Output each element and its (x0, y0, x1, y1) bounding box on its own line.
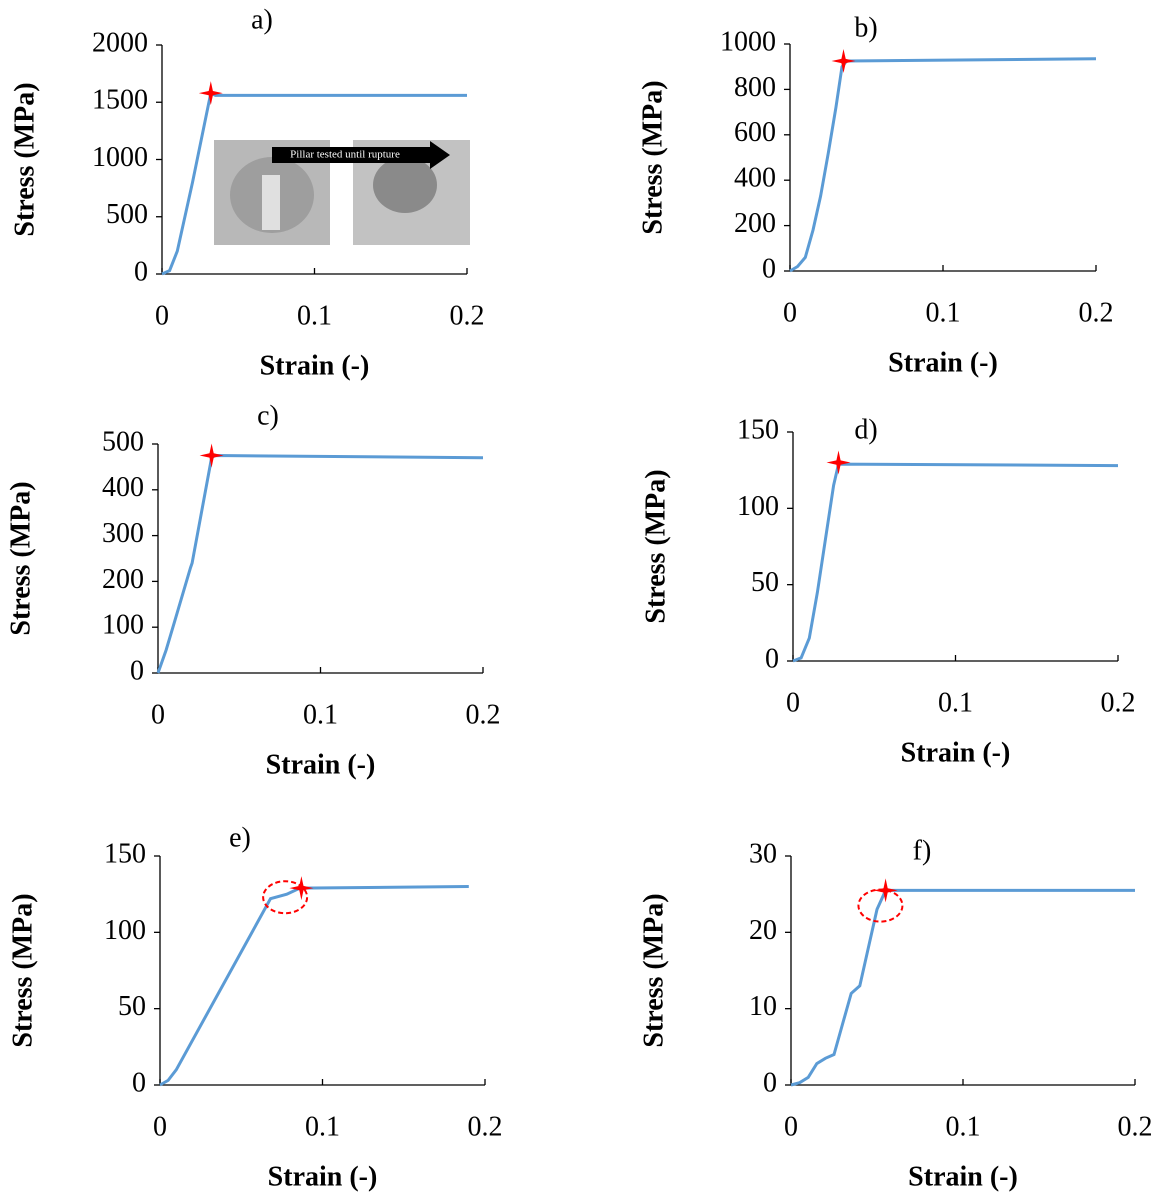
x-tick-label: 0.1 (303, 699, 338, 730)
panel: f) 0 10 20 30 0 0.1 0.2 Strain (-) Stress (MPa) (638, 835, 1152, 1192)
y-tick-label: 500 (102, 426, 144, 457)
panel-title: c) (257, 400, 279, 431)
x-tick-label: 0.2 (468, 1111, 503, 1142)
data-line (161, 90, 467, 276)
y-tick-label: 0 (765, 643, 779, 674)
x-tick-label: 0.1 (926, 297, 961, 328)
panel-title: d) (854, 414, 877, 445)
y-axis-label: Stress (MPa) (7, 893, 38, 1047)
data-line (792, 462, 1119, 663)
x-tick-label: 0.1 (305, 1111, 340, 1142)
yield-marker (831, 49, 856, 73)
x-axis-label: Strain (-) (260, 350, 370, 381)
x-tick-label: 0.1 (297, 300, 332, 331)
y-tick-label: 0 (762, 253, 776, 284)
y-tick-label: 0 (132, 1067, 146, 1098)
inset-image-detail (373, 157, 437, 213)
y-tick-label: 200 (734, 208, 776, 239)
y-tick-label: 100 (102, 610, 144, 641)
y-tick-label: 150 (104, 838, 146, 869)
y-tick-label: 300 (102, 518, 144, 549)
panel-title: a) (251, 4, 273, 35)
y-axis-label: Stress (MPa) (9, 82, 40, 236)
y-tick-label: 400 (734, 163, 776, 194)
y-tick-label: 30 (749, 838, 777, 869)
y-tick-label: 800 (734, 72, 776, 103)
x-tick-label: 0 (784, 1111, 798, 1142)
x-tick-label: 0 (155, 300, 169, 331)
x-tick-label: 0.2 (450, 300, 485, 331)
y-tick-label: 1000 (720, 26, 776, 57)
y-axis-label: Stress (MPa) (638, 893, 669, 1047)
x-tick-label: 0 (151, 699, 165, 730)
y-tick-label: 1500 (92, 85, 148, 116)
inset-text: Pillar tested until rupture (290, 149, 400, 161)
y-tick-label: 600 (734, 117, 776, 148)
x-axis-label: Strain (-) (888, 347, 998, 378)
x-axis-label: Strain (-) (268, 1161, 378, 1192)
x-axis-label: Strain (-) (901, 737, 1011, 768)
y-tick-label: 400 (102, 472, 144, 503)
y-tick-label: 500 (106, 199, 148, 230)
y-tick-label: 0 (763, 1067, 777, 1098)
panel: b) 0 200 400 600 800 1000 0 0.1 0.2 Strain (-) Stre… (637, 12, 1113, 378)
y-axis-label: Stress (MPa) (637, 80, 668, 234)
data-line (789, 57, 1097, 273)
data-line (159, 885, 469, 1087)
x-tick-label: 0.2 (1079, 297, 1114, 328)
x-tick-label: 0 (783, 297, 797, 328)
yield-marker (289, 876, 314, 901)
data-line (790, 888, 1135, 1087)
panel: e) 0 50 100 150 0 0.1 0.2 Strain (-) Stress (MPa) (7, 822, 502, 1192)
x-axis-label: Strain (-) (908, 1161, 1018, 1192)
y-axis-label: Stress (MPa) (640, 469, 671, 623)
data-line (156, 453, 484, 674)
x-axis-label: Strain (-) (266, 749, 376, 780)
x-tick-label: 0.2 (466, 699, 501, 730)
panel-title: f) (913, 835, 932, 866)
x-tick-label: 0.2 (1118, 1111, 1153, 1142)
y-tick-label: 20 (749, 915, 777, 946)
x-tick-label: 0.2 (1101, 687, 1136, 718)
y-tick-label: 0 (130, 655, 144, 686)
x-tick-label: 0.1 (938, 687, 973, 718)
inset: Pillar tested until rupture (214, 140, 470, 245)
yield-marker (826, 450, 851, 475)
panel: a) 0 500 1000 1500 2000 0 0.1 0.2 Strain (-) Stres… (9, 4, 484, 381)
yield-marker (198, 81, 223, 106)
panel-title: b) (854, 12, 877, 43)
panel-title: e) (229, 822, 251, 853)
y-tick-label: 200 (102, 564, 144, 595)
highlight-ellipse (857, 888, 904, 923)
y-tick-label: 10 (749, 991, 777, 1022)
y-axis-label: Stress (MPa) (5, 481, 36, 635)
y-tick-label: 0 (134, 256, 148, 287)
highlight-ellipse (262, 880, 309, 915)
y-tick-label: 50 (751, 567, 779, 598)
y-tick-label: 1000 (92, 142, 148, 173)
x-tick-label: 0 (153, 1111, 167, 1142)
yield-marker (199, 443, 224, 468)
y-tick-label: 2000 (92, 27, 148, 58)
x-tick-label: 0 (786, 687, 800, 718)
y-tick-label: 100 (737, 491, 779, 522)
inset-image-detail (262, 175, 280, 230)
y-tick-label: 100 (104, 915, 146, 946)
y-tick-label: 50 (118, 991, 146, 1022)
yield-marker (873, 878, 898, 903)
panel: d) 0 50 100 150 0 0.1 0.2 Strain (-) Stress (MPa) (640, 414, 1135, 768)
inset-arrow (272, 141, 450, 169)
panel: c) 0 100 200 300 400 500 0 0.1 0.2 Strain (-) Stres… (5, 400, 500, 780)
x-tick-label: 0.1 (946, 1111, 981, 1142)
y-tick-label: 150 (737, 414, 779, 445)
